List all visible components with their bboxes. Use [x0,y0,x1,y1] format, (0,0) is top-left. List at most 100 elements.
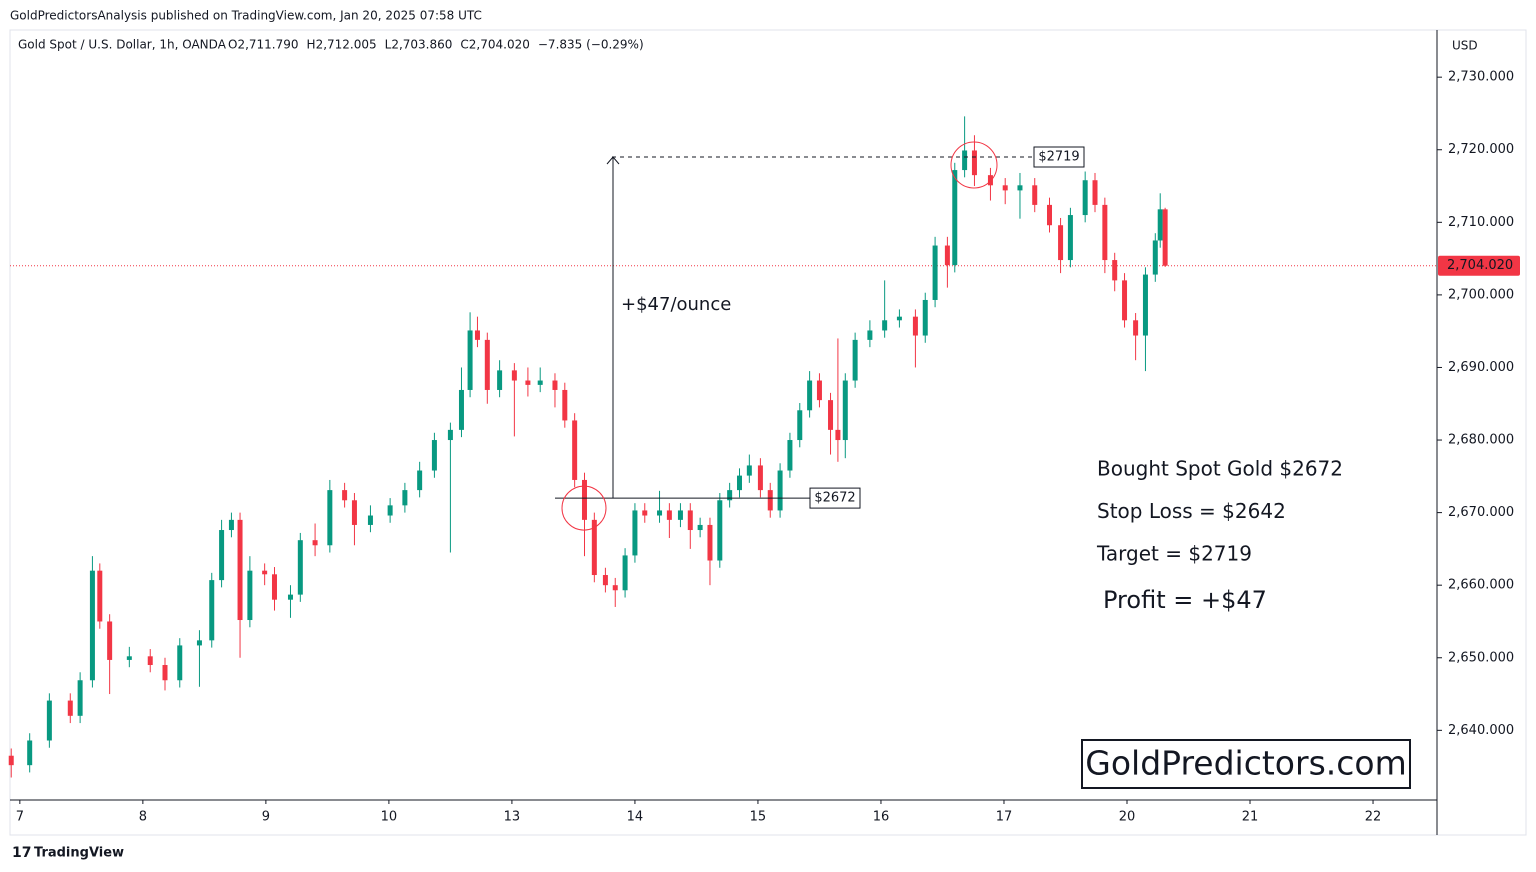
candle-body [511,370,517,381]
entry-label: $2672 [814,491,855,506]
ohlc-key: O [228,38,237,52]
candle-body [209,580,215,641]
candle-body [797,410,803,441]
candle-body [717,500,723,561]
candle-body [562,389,568,421]
candle-body [642,510,648,516]
candle-body [474,330,480,340]
note: Bought Spot Gold $2672 [1097,457,1343,481]
candle-body [219,530,225,581]
candle-body [271,574,277,600]
candle-body [1162,209,1168,266]
symbol-legend: Gold Spot / U.S. Dollar, 1h, OANDA 2,711… [18,38,644,52]
candle-body [367,515,373,525]
currency: USD [1452,39,1478,53]
note: Target = $2719 [1096,542,1252,566]
candle-body [196,640,202,646]
candle-body [944,245,950,266]
y-tick-label: 2,710.000 [1448,215,1514,230]
move-label: +$47/ounce [621,294,731,315]
candle-body [126,656,132,660]
candle-body [852,339,858,381]
candle-body [736,475,742,491]
last-price-box [1438,255,1520,276]
candle-body [1067,215,1073,261]
candle-body [1058,225,1064,261]
candle-body [757,465,763,491]
candle-body [581,479,587,520]
candle-body [89,570,95,681]
y-tick-label: 2,700.000 [1448,287,1514,302]
candle-body [777,470,783,511]
candle-body [687,510,693,531]
x-tick-label: 9 [262,810,270,825]
candle-body [327,490,333,546]
ohlc-value: 2,704.020 [469,38,530,52]
ohlc-value: 2,712.005 [316,38,377,52]
candle-body [828,400,834,430]
ohlc-value: 2,711.790 [237,38,298,52]
candle-body [497,370,503,390]
arrow-head [606,156,620,165]
candle-body [97,570,103,622]
candle-body [1046,204,1052,226]
x-tick-label: 10 [381,810,398,825]
candle-body [447,429,453,441]
candle-body [467,330,473,390]
candle-body [622,555,628,591]
change: −7.835 (−0.29%) [538,38,644,52]
y-tick-label: 2,720.000 [1448,142,1514,157]
candle-body [417,470,423,491]
x-tick-label: 17 [996,810,1013,825]
candle-body [525,380,531,385]
candle-body [962,150,968,171]
entry-box [809,487,861,509]
candle-body [1157,209,1163,241]
symbol: Gold Spot / U.S. Dollar, 1h, OANDA [18,38,227,52]
x-tick-label: 13 [504,810,521,825]
candle-body [237,519,243,621]
candle-body [458,389,464,430]
candle-body [8,755,14,766]
candle-body [46,700,52,741]
candle-body [842,380,848,441]
candle-body [402,490,408,506]
candle-body [162,665,168,681]
candle-body [816,380,822,401]
candle-body [882,320,888,331]
candle-body [484,339,490,390]
candle-body [1133,320,1139,336]
brand: TradingView [34,846,124,861]
candle-body [1142,274,1148,336]
watermark-box [1081,739,1411,789]
candle-body [431,440,437,471]
candle-body [591,519,597,576]
last-price-label: 2,704.020 [1447,258,1513,273]
candle-body [572,420,578,480]
candle-body [727,490,733,501]
candle-body [351,500,357,525]
ohlc-key: L [385,38,392,52]
y-tick-label: 2,640.000 [1448,723,1514,738]
x-tick-label: 14 [627,810,644,825]
entry-circle [561,485,607,531]
candle-body [312,540,318,546]
candle-body [896,316,902,321]
candle-body [1082,180,1088,216]
candle-body [27,740,33,766]
candle-body [932,245,938,300]
candle-body [707,524,713,561]
x-tick-label: 15 [750,810,767,825]
candle-body [1092,180,1098,205]
x-tick-label: 20 [1119,810,1136,825]
candle-body [287,594,293,600]
y-tick-label: 2,730.000 [1448,70,1514,85]
y-tick-label: 2,690.000 [1448,360,1514,375]
candle-body [612,585,618,591]
candle-body [552,380,558,390]
x-tick-label: 16 [873,810,890,825]
candle-body [746,465,752,476]
x-tick-label: 8 [139,810,147,825]
